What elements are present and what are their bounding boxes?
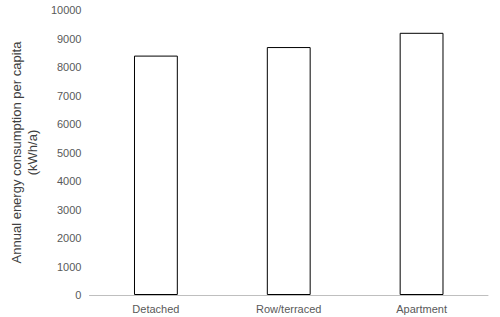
- svg-text:Apartment: Apartment: [396, 303, 447, 315]
- svg-text:9000: 9000: [57, 33, 81, 45]
- svg-text:0: 0: [75, 289, 81, 301]
- svg-text:5000: 5000: [57, 147, 81, 159]
- svg-text:7000: 7000: [57, 90, 81, 102]
- svg-text:6000: 6000: [57, 118, 81, 130]
- svg-text:Detached: Detached: [132, 303, 179, 315]
- svg-text:2000: 2000: [57, 232, 81, 244]
- svg-text:8000: 8000: [57, 61, 81, 73]
- svg-text:Row/terraced: Row/terraced: [256, 303, 321, 315]
- svg-text:10000: 10000: [51, 4, 82, 16]
- svg-text:(kWh/a): (kWh/a): [25, 130, 40, 176]
- svg-text:3000: 3000: [57, 204, 81, 216]
- svg-text:Annual energy consumption per: Annual energy consumption per capita: [9, 41, 24, 264]
- svg-text:1000: 1000: [57, 261, 81, 273]
- svg-text:4000: 4000: [57, 175, 81, 187]
